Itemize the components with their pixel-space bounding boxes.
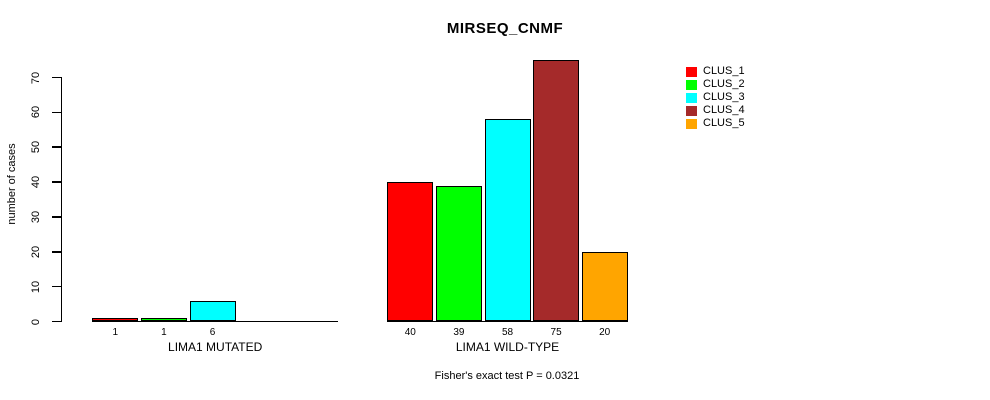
bar-value-label: 75 — [550, 326, 562, 338]
y-axis-tick-label: 70 — [30, 71, 42, 84]
legend-swatch-clus_3 — [686, 92, 697, 103]
legend-label: CLUS_1 — [703, 65, 745, 77]
bar-clus_3 — [484, 119, 531, 322]
y-axis-tick — [51, 285, 62, 288]
y-axis-tick-label: 0 — [30, 318, 42, 325]
bar-value-label: 39 — [453, 326, 465, 338]
legend-entry-clus_5: CLUS_5 — [686, 117, 745, 130]
bar-clus_2 — [140, 318, 187, 322]
legend-label: CLUS_2 — [703, 78, 745, 90]
y-axis-tick-label: 40 — [30, 175, 42, 189]
y-axis-tick — [51, 76, 62, 79]
y-axis-tick — [51, 146, 62, 148]
legend-entry-clus_3: CLUS_3 — [686, 91, 745, 104]
legend-swatch-clus_4 — [686, 105, 697, 116]
bar-value-label: 40 — [404, 326, 416, 338]
bar-clus_3 — [189, 300, 236, 322]
bar-clus_4 — [533, 60, 580, 322]
group-label: LIMA1 WILD-TYPE — [455, 339, 560, 354]
bar-value-label: 1 — [112, 326, 119, 338]
group-label: LIMA1 MUTATED — [168, 339, 263, 354]
y-axis-tick-label: 10 — [30, 280, 42, 293]
x-axis-baseline — [387, 320, 628, 323]
bar-value-label: 58 — [501, 326, 514, 338]
bar-clus_1 — [387, 182, 434, 322]
y-axis-tick-label: 50 — [30, 141, 42, 154]
bar-clus_1 — [92, 318, 139, 322]
y-axis-tick — [51, 320, 62, 323]
y-axis-tick — [51, 181, 62, 183]
bar-value-label: 1 — [161, 326, 167, 338]
legend-entry-clus_1: CLUS_1 — [686, 65, 745, 78]
chart-title: MIRSEQ_CNMF — [446, 20, 564, 37]
bar-value-label: 20 — [599, 326, 611, 338]
y-axis-tick-label: 30 — [30, 210, 42, 224]
legend-label: CLUS_5 — [703, 117, 745, 129]
annotation-text: Fisher's exact test P = 0.0321 — [434, 370, 580, 382]
legend: CLUS_1 CLUS_2 CLUS_3 CLUS_4 CLUS_5 — [686, 65, 745, 130]
legend-label: CLUS_4 — [703, 104, 745, 116]
legend-swatch-clus_2 — [686, 79, 697, 90]
y-axis-tick — [51, 251, 62, 253]
legend-label: CLUS_3 — [703, 91, 745, 103]
y-axis-line — [60, 76, 63, 323]
legend-entry-clus_4: CLUS_4 — [686, 104, 745, 117]
legend-swatch-clus_1 — [686, 66, 697, 77]
bar-clus_2 — [435, 185, 482, 322]
legend-entry-clus_2: CLUS_2 — [686, 78, 745, 91]
legend-swatch-clus_5 — [686, 118, 697, 129]
y-axis-tick-label: 20 — [30, 245, 42, 258]
bar-value-label: 6 — [209, 326, 216, 338]
x-axis-baseline — [92, 320, 338, 323]
y-axis-tick — [51, 111, 62, 114]
y-axis-tick — [51, 216, 62, 218]
bar-clus_5 — [581, 251, 628, 322]
y-axis-tick-label: 60 — [30, 106, 42, 119]
